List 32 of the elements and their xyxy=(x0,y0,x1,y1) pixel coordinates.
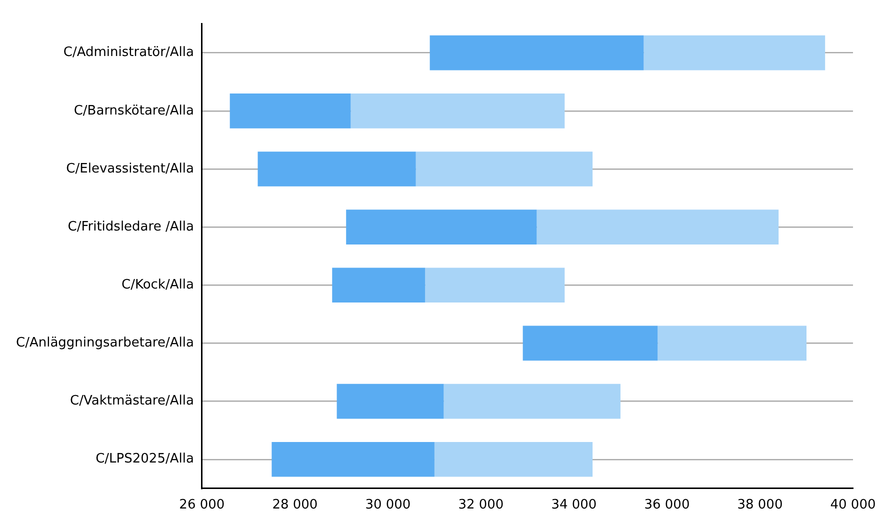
y-tick-label: C/LPS2025/Alla xyxy=(96,452,194,467)
bar xyxy=(434,442,593,477)
bar xyxy=(230,93,351,128)
x-tick-label: 26 000 xyxy=(179,498,225,513)
bar xyxy=(416,152,593,186)
bar xyxy=(522,326,658,361)
bar xyxy=(425,268,565,303)
bar xyxy=(258,152,416,186)
bar xyxy=(346,210,537,244)
y-tick-label: C/Kock/Alla xyxy=(121,278,194,293)
bar xyxy=(350,93,565,128)
bar xyxy=(644,35,826,70)
bar xyxy=(658,326,806,361)
y-tick-label: C/Barnskötare/Alla xyxy=(74,103,194,118)
y-tick-label: C/Anläggningsarbetare/Alla xyxy=(16,336,194,351)
y-tick-label: C/Vaktmästare/Alla xyxy=(70,394,194,409)
y-tick-label: C/Elevassistent/Alla xyxy=(66,161,194,176)
bar xyxy=(332,268,426,303)
x-tick-label: 38 000 xyxy=(737,498,783,513)
x-tick-label: 30 000 xyxy=(365,498,411,513)
bar xyxy=(430,35,644,70)
bar xyxy=(444,384,620,419)
y-tick-label: C/Administratör/Alla xyxy=(63,45,194,60)
x-tick-label: 36 000 xyxy=(644,498,690,513)
x-tick-label: 40 000 xyxy=(830,498,876,513)
y-tick-label: C/Fritidsledare /Alla xyxy=(68,219,194,234)
bar xyxy=(536,210,779,244)
x-tick-label: 34 000 xyxy=(551,498,597,513)
x-tick-label: 28 000 xyxy=(272,498,318,513)
x-tick-label: 32 000 xyxy=(458,498,504,513)
bar xyxy=(336,384,444,419)
bar xyxy=(272,442,434,477)
